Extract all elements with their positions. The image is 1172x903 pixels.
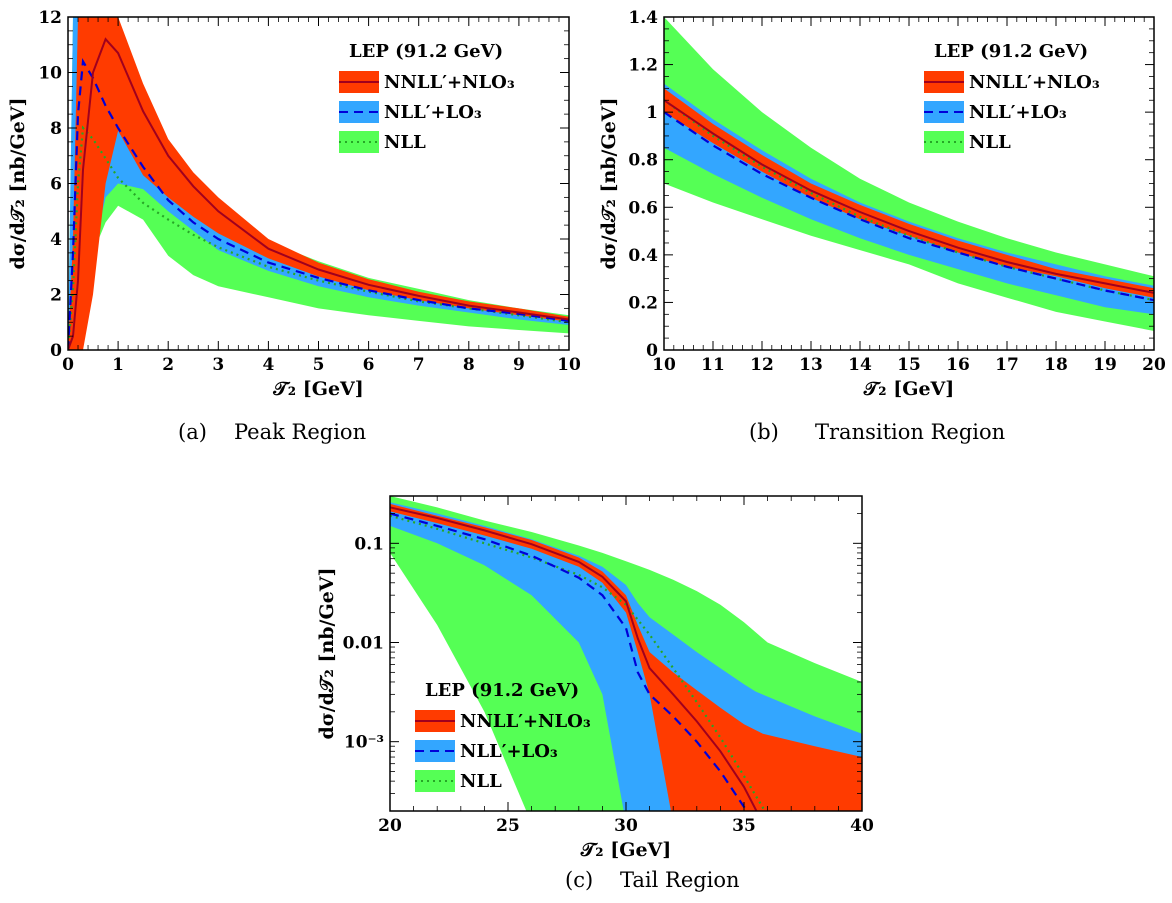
x-tick-label: 8: [463, 355, 475, 375]
x-tick-label: 14: [848, 355, 872, 375]
x-tick-label: 6: [363, 355, 375, 375]
y-tick-label: 10: [38, 64, 62, 84]
legend-title: LEP (91.2 GeV): [349, 41, 503, 62]
line-0-nll: [390, 514, 767, 811]
legend: LEP (91.2 GeV) NNLL′+NLO₃ NLL′+LO₃ NLL: [415, 680, 591, 792]
y-tick-label: 0.2: [628, 293, 658, 313]
band-1-nlllo: [664, 83, 1154, 315]
x-tick-label: 12: [750, 355, 774, 375]
y-tick-label: 6: [50, 175, 62, 195]
x-axis-title: 𝒯₂ [GeV]: [863, 378, 955, 400]
band-0-nll: [664, 17, 1154, 331]
legend-title: LEP (91.2 GeV): [425, 680, 579, 701]
y-tick-label: 0: [50, 341, 62, 361]
x-tick-label: 7: [413, 355, 425, 375]
legend-label: NNLL′+NLO₃: [384, 72, 515, 93]
caption-text: Tail Region: [620, 868, 740, 892]
y-axis-title: dσ/d𝒯₂ [nb/GeV]: [598, 97, 620, 269]
legend: LEP (91.2 GeV) NNLL′+NLO₃ NLL′+LO₃ NLL: [339, 41, 515, 153]
x-tick-label: 20: [1142, 355, 1166, 375]
legend-label: NNLL′+NLO₃: [969, 72, 1100, 93]
x-tick-label: 10: [557, 355, 581, 375]
x-axis-title: 𝒯₂ [GeV]: [580, 839, 672, 861]
line-2-nnllnlo: [664, 99, 1154, 294]
x-tick-label: 2: [162, 355, 174, 375]
y-tick-label: 2: [50, 286, 62, 306]
legend-label: NNLL′+NLO₃: [460, 711, 591, 732]
band-2-nnllnlo: [68, 17, 569, 350]
legend-title: LEP (91.2 GeV): [934, 41, 1088, 62]
line-1-nlllo: [390, 512, 749, 811]
x-tick-label: 16: [946, 355, 970, 375]
y-tick-label: 0: [646, 341, 658, 361]
chart-panel-c: 20 25 30 35 40 10⁻³ 0.01 0.1 𝒯₂ [GeV] dσ/d𝒯₂ [nb/…: [316, 495, 874, 892]
legend: LEP (91.2 GeV) NNLL′+NLO₃ NLL′+LO₃ NLL: [924, 41, 1100, 153]
x-tick-label: 1: [112, 355, 124, 375]
y-axis-title: dσ/d𝒯₂ [nb/GeV]: [316, 567, 338, 739]
y-tick-label: 0.8: [628, 151, 658, 171]
plot-area: [390, 496, 862, 811]
caption-text: Transition Region: [815, 420, 1005, 444]
x-axis-title: 𝒯₂ [GeV]: [272, 378, 364, 400]
legend-label: NLL′+LO₃: [460, 741, 558, 762]
y-tick-label: 10⁻³: [344, 733, 384, 753]
x-tick-label: 18: [1044, 355, 1068, 375]
line-0-nll: [664, 99, 1154, 302]
legend-label: NLL′+LO₃: [384, 102, 482, 123]
caption-tag: (b): [749, 420, 779, 444]
y-tick-label: 0.4: [628, 246, 658, 266]
x-tick-label: 5: [313, 355, 325, 375]
plot-area: [68, 17, 569, 350]
x-tick-label: 30: [614, 816, 638, 836]
plot-area: [664, 17, 1154, 331]
x-tick-label: 9: [513, 355, 525, 375]
caption-tag: (c): [565, 868, 593, 892]
y-tick-label: 12: [38, 8, 62, 28]
x-tick-label: 35: [732, 816, 756, 836]
y-tick-label: 0.1: [354, 534, 384, 554]
x-tick-label: 11: [701, 355, 725, 375]
line-2-nnllnlo: [390, 506, 758, 811]
legend-label: NLL: [969, 132, 1011, 153]
legend-label: NLL: [460, 771, 502, 792]
y-tick-label: 4: [50, 230, 62, 250]
x-tick-label: 19: [1093, 355, 1117, 375]
y-tick-label: 1.4: [628, 8, 658, 28]
x-tick-label: 25: [496, 816, 520, 836]
x-tick-label: 15: [897, 355, 921, 375]
legend-label: NLL′+LO₃: [969, 102, 1067, 123]
x-tick-label: 13: [799, 355, 823, 375]
band-0-nll: [68, 17, 569, 350]
line-1-nlllo: [68, 57, 569, 350]
chart-panel-b: 10 11 12 13 14 15 16 17 18 19 20 0 0.2 0.4 0.6 0.8 1 1.2 1…: [598, 8, 1166, 444]
y-tick-label: 0.01: [343, 633, 384, 653]
x-tick-label: 20: [378, 816, 402, 836]
caption-tag: (a): [178, 420, 207, 444]
line-2-nnllnlo: [68, 37, 569, 350]
x-tick-label: 3: [212, 355, 224, 375]
y-tick-label: 0.6: [628, 198, 658, 218]
x-tick-label: 40: [850, 816, 874, 836]
x-tick-label: 17: [995, 355, 1019, 375]
line-1-nlllo: [664, 111, 1154, 302]
y-tick-label: 1: [646, 103, 658, 123]
x-tick-label: 4: [262, 355, 274, 375]
y-tick-label: 8: [50, 119, 62, 139]
band-2-nnllnlo: [390, 503, 862, 811]
y-axis-title: dσ/d𝒯₂ [nb/GeV]: [7, 97, 29, 269]
legend-label: NLL: [384, 132, 426, 153]
y-tick-label: 1.2: [628, 56, 658, 76]
x-tick-label: 10: [652, 355, 676, 375]
caption-text: Peak Region: [234, 420, 366, 444]
x-tick-label: 0: [62, 355, 74, 375]
